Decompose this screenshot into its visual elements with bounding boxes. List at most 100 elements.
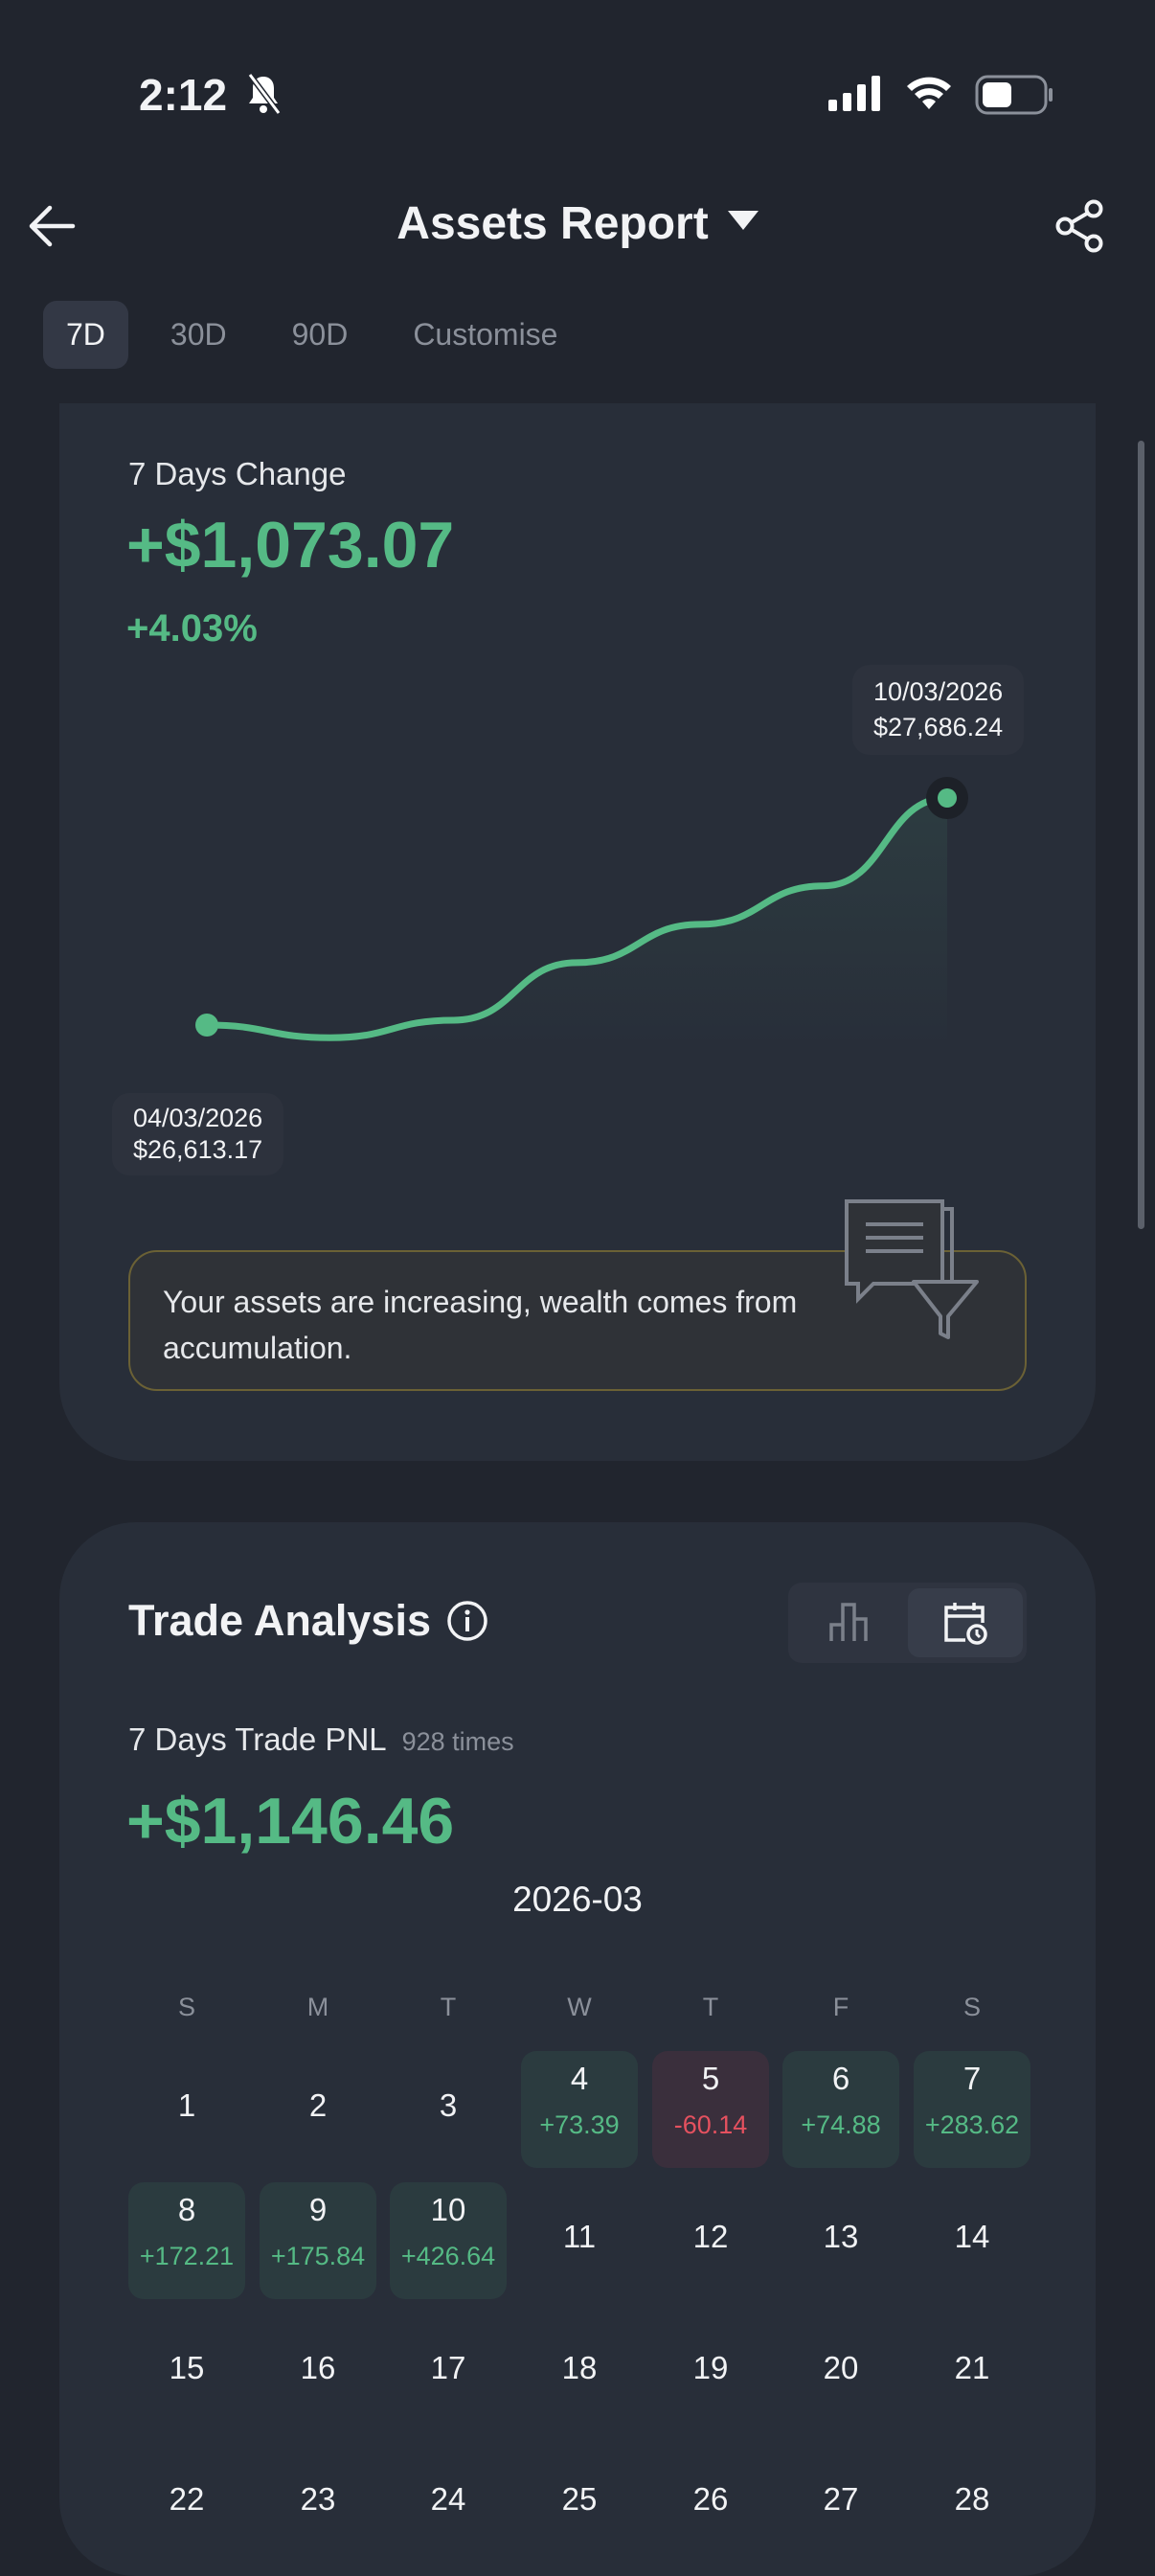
day-number: 5	[701, 2061, 720, 2096]
pnl-label-row: 7 Days Trade PNL 928 times	[128, 1721, 514, 1758]
weekday-label: T	[702, 1993, 719, 2021]
bell-slash-icon	[247, 73, 282, 115]
change-value: +$1,073.07	[126, 509, 455, 581]
day-pnl: -60.14	[673, 2110, 748, 2139]
pnl-value: +$1,146.46	[126, 1785, 455, 1858]
calendar-view-button[interactable]	[908, 1588, 1023, 1657]
day-number: 21	[954, 2350, 990, 2385]
report-selector[interactable]: Assets Report	[0, 197, 1155, 250]
day-number: 6	[831, 2061, 850, 2096]
calendar-day[interactable]: 16	[260, 2314, 376, 2430]
day-number: 22	[169, 2481, 205, 2517]
day-number: 11	[562, 2219, 597, 2254]
weekday-label: S	[177, 1993, 195, 2021]
tab-30d[interactable]: 30D	[170, 317, 227, 352]
feedback-filter-icon	[845, 1199, 979, 1339]
insight-text: Your assets are increasing, wealth comes…	[163, 1285, 798, 1365]
day-pnl: +172.21	[139, 2242, 235, 2270]
day-number: 2	[308, 2087, 328, 2123]
end-tooltip: 10/03/2026 $27,686.24	[852, 665, 1025, 755]
weekday-label: W	[567, 1993, 592, 2021]
calendar-day[interactable]: 17	[390, 2314, 507, 2430]
day-number: 14	[954, 2219, 990, 2254]
calendar-day[interactable]: 18	[521, 2314, 638, 2430]
calendar-day[interactable]: 2	[260, 2051, 376, 2168]
day-number: 26	[692, 2481, 729, 2517]
page-title: Assets Report	[396, 198, 709, 249]
calendar-day[interactable]: 26	[652, 2445, 769, 2562]
signal-icon	[828, 76, 880, 111]
change-percent: +4.03%	[126, 607, 258, 650]
day-number: 16	[300, 2350, 336, 2385]
wifi-icon	[907, 77, 951, 109]
tab-90d[interactable]: 90D	[291, 317, 349, 352]
day-pnl: +73.39	[539, 2110, 620, 2139]
calendar-day[interactable]: 22	[128, 2445, 245, 2562]
month-selector[interactable]: 2026-03	[0, 1880, 1155, 1920]
calendar-day[interactable]: 8 +172.21	[128, 2182, 245, 2299]
calendar-day[interactable]: 27	[782, 2445, 899, 2562]
day-number: 3	[439, 2087, 458, 2123]
insight-message: Your assets are increasing, wealth comes…	[128, 1250, 1027, 1391]
calendar-day[interactable]: 24	[390, 2445, 507, 2562]
view-toggle	[788, 1583, 1027, 1663]
end-point	[938, 788, 957, 808]
calendar-day[interactable]: 28	[914, 2445, 1030, 2562]
tab-customise[interactable]: Customise	[413, 317, 558, 352]
weekday-label: M	[306, 1993, 329, 2021]
day-number: 25	[561, 2481, 598, 2517]
bar-chart-view-button[interactable]	[792, 1588, 907, 1657]
day-pnl: +283.62	[924, 2110, 1020, 2139]
day-number: 4	[570, 2061, 589, 2096]
period-tabs: 7D 30D 90D Customise	[43, 301, 600, 369]
day-pnl: +74.88	[801, 2110, 881, 2139]
scrollbar[interactable]	[1138, 441, 1144, 1229]
calendar-day[interactable]: 11	[521, 2182, 638, 2299]
day-number: 23	[300, 2481, 336, 2517]
calendar-day[interactable]: 9 +175.84	[260, 2182, 376, 2299]
share-icon[interactable]	[1053, 199, 1107, 253]
start-value: $26,613.17	[133, 1135, 263, 1164]
calendar-day[interactable]: 5 -60.14	[652, 2051, 769, 2168]
day-number: 15	[169, 2350, 205, 2385]
calendar-day[interactable]: 1	[128, 2051, 245, 2168]
calendar-day[interactable]: 21	[914, 2314, 1030, 2430]
info-icon[interactable]	[446, 1600, 488, 1642]
arrow-left-icon[interactable]	[27, 203, 77, 249]
day-number: 13	[823, 2219, 859, 2254]
tab-7d[interactable]: 7D	[43, 301, 128, 369]
calendar-day[interactable]: 23	[260, 2445, 376, 2562]
calendar-day[interactable]: 13	[782, 2182, 899, 2299]
calendar-day[interactable]: 10 +426.64	[390, 2182, 507, 2299]
weekday-label: T	[440, 1993, 457, 2021]
day-number: 18	[561, 2350, 598, 2385]
calendar-day[interactable]: 4 +73.39	[521, 2051, 638, 2168]
calendar-day[interactable]: 6 +74.88	[782, 2051, 899, 2168]
end-value: $27,686.24	[873, 713, 1004, 741]
start-date: 04/03/2026	[133, 1104, 263, 1132]
calendar-clock-icon	[944, 1603, 987, 1645]
calendar-day[interactable]: 7 +283.62	[914, 2051, 1030, 2168]
day-number: 9	[308, 2192, 328, 2227]
start-tooltip: 04/03/2026 $26,613.17	[112, 1093, 284, 1175]
calendar-day[interactable]: 15	[128, 2314, 245, 2430]
chart-line	[203, 794, 951, 1041]
day-number: 8	[177, 2192, 196, 2227]
calendar-day[interactable]: 25	[521, 2445, 638, 2562]
bar-chart-icon	[829, 1603, 868, 1641]
calendar-day[interactable]: 20	[782, 2314, 899, 2430]
chart-area	[207, 798, 947, 1050]
day-number: 24	[430, 2481, 466, 2517]
day-number: 10	[430, 2192, 466, 2227]
calendar-day[interactable]: 3	[390, 2051, 507, 2168]
day-number: 7	[962, 2061, 982, 2096]
pnl-label: 7 Days Trade PNL	[128, 1721, 387, 1757]
trade-header: Trade Analysis	[128, 1596, 488, 1646]
day-number: 17	[430, 2350, 466, 2385]
calendar-day[interactable]: 12	[652, 2182, 769, 2299]
day-number: 1	[177, 2087, 196, 2123]
calendar-day[interactable]: 19	[652, 2314, 769, 2430]
day-number: 20	[823, 2350, 859, 2385]
calendar-day[interactable]: 14	[914, 2182, 1030, 2299]
start-point	[195, 1014, 218, 1037]
